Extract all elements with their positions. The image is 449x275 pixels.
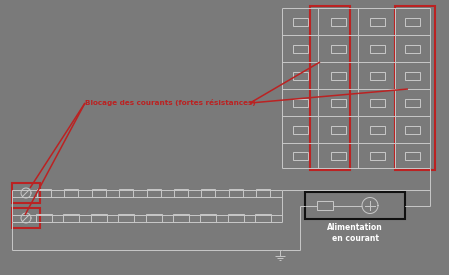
Bar <box>228 214 244 222</box>
Bar <box>405 125 419 133</box>
Bar <box>37 189 51 197</box>
Bar <box>370 72 384 79</box>
Bar <box>36 214 52 222</box>
Bar <box>405 45 419 53</box>
Bar <box>370 98 384 106</box>
Bar <box>91 214 107 222</box>
Bar <box>405 18 419 26</box>
Bar <box>405 152 419 159</box>
Bar <box>330 125 345 133</box>
Bar <box>64 189 79 197</box>
Bar <box>405 72 419 79</box>
Bar <box>292 72 308 79</box>
Bar <box>200 214 216 222</box>
Bar <box>310 6 350 170</box>
Bar <box>12 183 40 203</box>
Bar <box>292 125 308 133</box>
Bar <box>145 214 162 222</box>
Bar <box>395 6 435 170</box>
Bar <box>292 152 308 159</box>
Bar <box>147 189 161 197</box>
Bar <box>12 208 40 228</box>
Bar <box>119 189 133 197</box>
Bar <box>330 152 345 159</box>
Text: Alimentation
en courant: Alimentation en courant <box>327 223 383 243</box>
Bar <box>92 189 106 197</box>
Bar <box>370 125 384 133</box>
Bar <box>330 72 345 79</box>
Bar <box>370 152 384 159</box>
Bar <box>118 214 134 222</box>
Bar <box>173 214 189 222</box>
Text: Blocage des courants (fortes résistances): Blocage des courants (fortes résistances… <box>85 100 256 106</box>
Bar <box>229 189 243 197</box>
Bar <box>370 18 384 26</box>
Bar <box>63 214 79 222</box>
Bar <box>292 18 308 26</box>
Bar <box>292 98 308 106</box>
Bar <box>174 189 188 197</box>
Bar <box>317 201 333 210</box>
Bar <box>405 98 419 106</box>
Bar <box>256 189 270 197</box>
Bar <box>202 189 216 197</box>
Bar <box>370 45 384 53</box>
Bar <box>255 214 271 222</box>
Bar <box>330 18 345 26</box>
Bar <box>305 192 405 219</box>
Bar <box>292 45 308 53</box>
Bar <box>330 45 345 53</box>
Bar <box>330 98 345 106</box>
